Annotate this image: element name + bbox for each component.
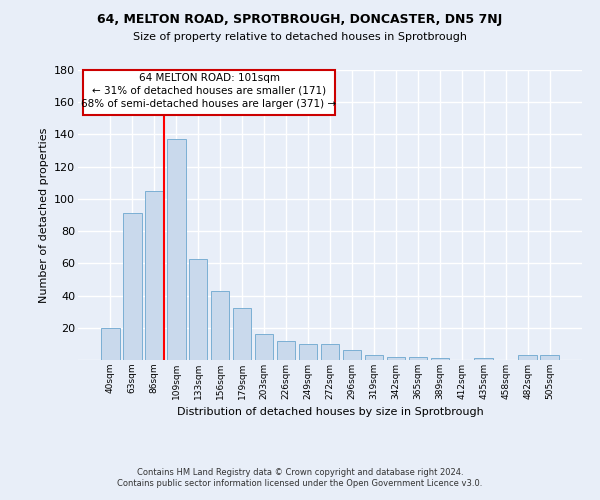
Text: Size of property relative to detached houses in Sprotbrough: Size of property relative to detached ho…	[133, 32, 467, 42]
Bar	[409, 357, 427, 360]
Bar	[343, 350, 361, 360]
FancyBboxPatch shape	[83, 70, 335, 115]
Bar	[277, 340, 295, 360]
Bar	[255, 334, 274, 360]
Text: 68% of semi-detached houses are larger (371) →: 68% of semi-detached houses are larger (…	[82, 99, 337, 109]
Bar	[167, 140, 185, 360]
Bar	[431, 358, 449, 360]
Text: 64 MELTON ROAD: 101sqm: 64 MELTON ROAD: 101sqm	[139, 73, 280, 83]
Bar	[518, 355, 537, 360]
Text: Contains HM Land Registry data © Crown copyright and database right 2024.
Contai: Contains HM Land Registry data © Crown c…	[118, 468, 482, 487]
X-axis label: Distribution of detached houses by size in Sprotbrough: Distribution of detached houses by size …	[176, 408, 484, 418]
Bar	[320, 344, 340, 360]
Bar	[145, 191, 164, 360]
Bar	[475, 358, 493, 360]
Y-axis label: Number of detached properties: Number of detached properties	[38, 128, 49, 302]
Bar	[233, 308, 251, 360]
Bar	[189, 258, 208, 360]
Text: ← 31% of detached houses are smaller (171): ← 31% of detached houses are smaller (17…	[92, 86, 326, 96]
Bar	[541, 355, 559, 360]
Bar	[365, 355, 383, 360]
Bar	[299, 344, 317, 360]
Bar	[386, 357, 405, 360]
Bar	[101, 328, 119, 360]
Bar	[123, 214, 142, 360]
Bar	[211, 290, 229, 360]
Text: 64, MELTON ROAD, SPROTBROUGH, DONCASTER, DN5 7NJ: 64, MELTON ROAD, SPROTBROUGH, DONCASTER,…	[97, 12, 503, 26]
